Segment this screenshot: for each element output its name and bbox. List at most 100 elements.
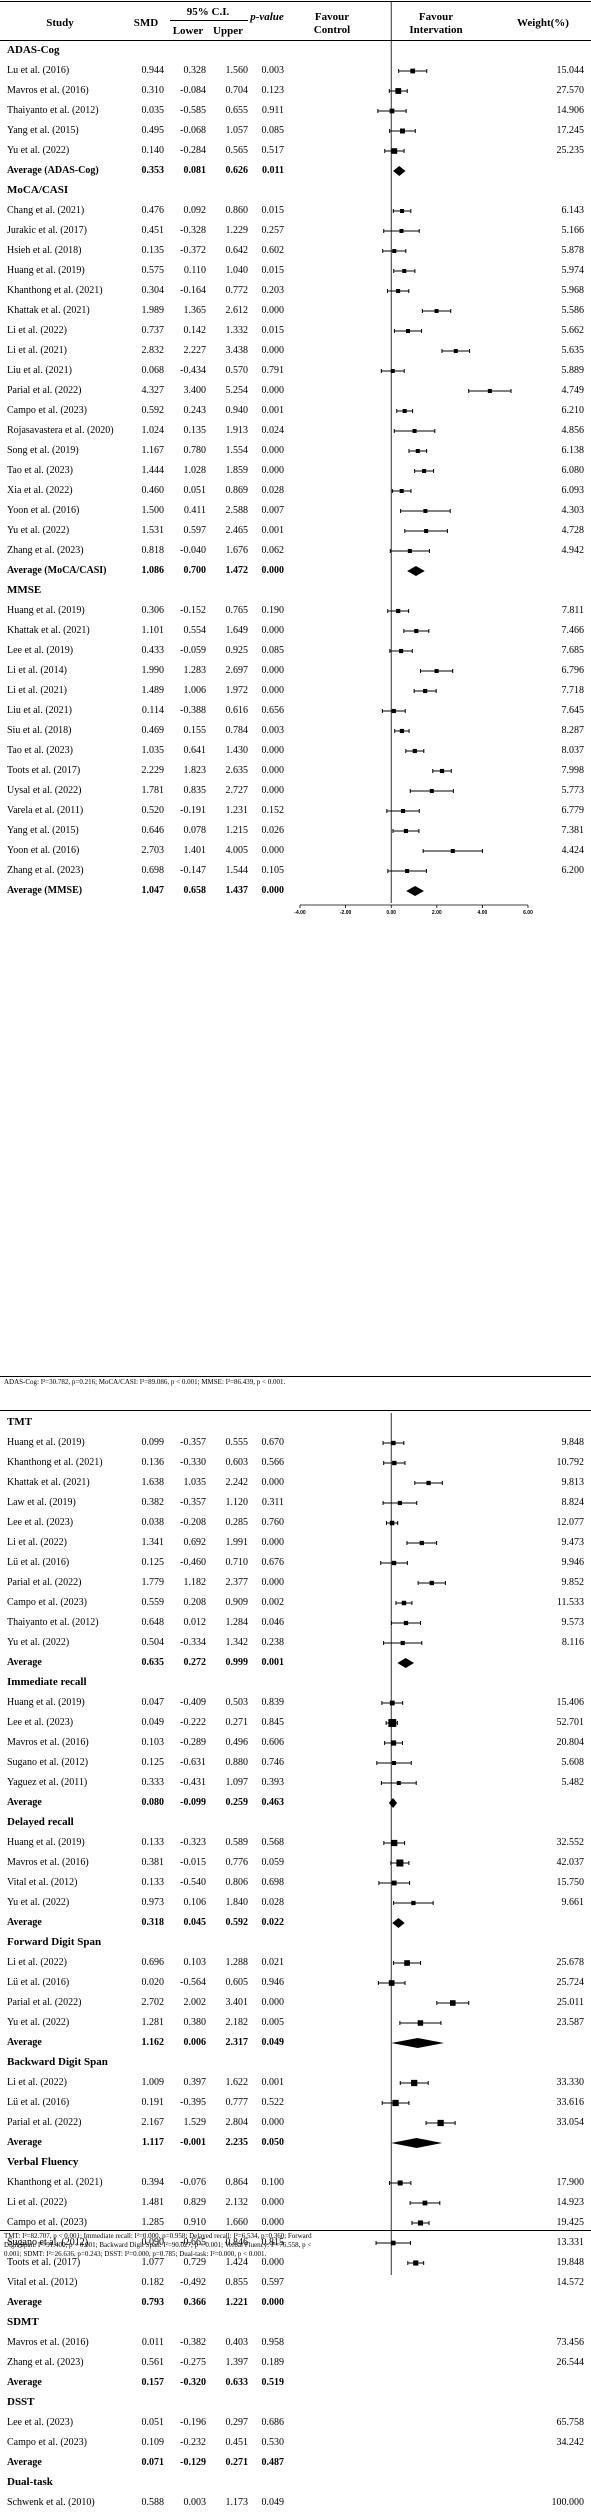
study-name: Yang et al. (2015) [7,125,79,136]
table-row: Khattak et al. (2021) 1.101 0.554 1.649 0.00… [0,621,591,641]
ci-upper-value: 0.784 [225,725,249,736]
effect-marker [396,1859,404,1867]
smd-value: 0.047 [141,1697,165,1708]
ci-upper-value: 0.925 [225,645,249,656]
table-row: Parial et al. (2022) 2.167 1.529 2.804 0.000… [0,2113,591,2133]
p-value: 0.530 [261,2437,285,2448]
p-value: 0.001 [261,405,285,416]
p-value: 0.698 [261,1877,285,1888]
effect-marker [399,488,404,494]
smd-value: 0.051 [141,2417,165,2428]
smd-value: 0.698 [141,865,165,876]
ci-upper-value: 0.909 [225,1597,249,1608]
p-value: 0.000 [261,385,285,396]
weight-value: 5.662 [561,325,585,336]
p-value: 0.000 [261,1537,285,1548]
section-header: MoCA/CASI [0,181,591,201]
weight-value: 19.848 [556,2257,585,2268]
effect-marker [423,688,428,694]
table-row: Varela et al. (2011) 0.520 -0.191 1.231 0.15… [0,801,591,821]
effect-marker [391,1839,398,1847]
ci-lower-value: -0.388 [180,705,206,716]
weight-value: 7.811 [561,605,584,616]
ci-lower-value: -0.289 [180,1737,206,1748]
section-header: Immediate recall [0,1673,591,1693]
ci-upper-value: 2.182 [225,2017,249,2028]
effect-marker [400,1640,405,1646]
ci-upper-value: 0.869 [225,485,249,496]
smd-value: 0.133 [141,1837,165,1848]
weight-value: 52.701 [556,1717,585,1728]
study-name: Yoon et al. (2016) [7,845,80,856]
ci-upper-value: 1.649 [225,625,249,636]
smd-value: 0.495 [141,125,165,136]
p-value: 0.049 [261,2037,285,2048]
ci-upper-value: 0.616 [225,705,249,716]
table-row: Yu et al. (2022) 1.281 0.380 2.182 0.005 23.5… [0,2013,591,2033]
study-name: Parial et al. (2022) [7,1997,82,2008]
effect-marker [450,849,455,853]
smd-value: 0.592 [141,405,165,416]
p-value: 0.656 [261,705,285,716]
ci-upper-value: 0.633 [225,2377,249,2388]
effect-marker [392,2099,399,2107]
weight-value: 7.718 [561,685,585,696]
effect-marker [399,648,404,654]
ci-upper-value: 1.342 [225,1637,249,1648]
weight-value: 13.331 [556,2237,585,2248]
p-value: 0.007 [261,505,285,516]
table-row: Lee et al. (2023) 0.051 -0.196 0.297 0.686 65… [0,2413,591,2433]
p-value: 0.000 [261,2297,285,2308]
ci-lower-value: -0.222 [180,1717,206,1728]
study-name: Lee et al. (2023) [7,1517,74,1528]
ci-upper-value: 2.377 [225,1577,249,1588]
effect-marker [392,249,397,253]
p-value: 0.746 [261,1757,285,1768]
weight-value: 9.573 [561,1617,585,1628]
table-row: Siu et al. (2018) 0.469 0.155 0.784 0.003 8.2… [0,721,591,741]
ci-lower-value: 0.103 [183,1957,207,1968]
effect-marker [414,628,419,634]
effect-marker [417,2220,424,2226]
smd-value: 1.077 [141,2257,165,2268]
effect-marker [396,608,401,614]
effect-marker [401,1600,407,1606]
weight-value: 7.685 [561,645,585,656]
smd-value: 0.973 [141,1897,165,1908]
section-header: Verbal Fluency [0,2153,591,2173]
study-name: Rojasavastera et al. (2020) [7,425,114,436]
smd-value: 0.476 [141,205,165,216]
smd-value: 1.035 [141,745,165,756]
table-row: Lee et al. (2023) 0.049 -0.222 0.271 0.845 52… [0,1713,591,1733]
section-label: DSST [7,2396,35,2408]
study-name: Zhang et al. (2023) [7,2357,84,2368]
study-name: Khanthong et al. (2021) [7,2177,103,2188]
study-name: Vital et al. (2012) [7,2277,78,2288]
weight-value: 7.645 [561,705,585,716]
weight-value: 33.330 [556,2077,585,2088]
ci-lower-value: -0.540 [180,1877,206,1888]
section-label: MMSE [7,584,42,596]
ci-upper-value: 1.332 [225,325,249,336]
weight-value: 33.616 [556,2097,585,2108]
ci-upper-value: 2.697 [225,665,249,676]
p-value: 0.001 [261,2077,285,2088]
ci-lower-value: -0.585 [180,105,206,116]
study-name: Zhang et al. (2023) [7,545,84,556]
header-weight: Weight(%) [517,17,569,29]
study-name: Huang et al. (2019) [7,1437,85,1448]
effect-marker [390,2240,396,2246]
smd-value: 0.090 [141,2237,165,2248]
table-row: Huang et al. (2019) 0.133 -0.323 0.589 0.568… [0,1833,591,1853]
weight-value: 6.093 [561,485,585,496]
section-header: Backward Digit Span [0,2053,591,2073]
table-row: Li et al. (2014) 1.990 1.283 2.697 0.000 6.79… [0,661,591,681]
weight-value: 5.586 [561,305,585,316]
p-value: 0.022 [261,1917,285,1928]
table-row: Huang et al. (2019) 0.575 0.110 1.040 0.015 5… [0,261,591,281]
smd-value: 0.011 [141,2337,164,2348]
study-name: Xia et al. (2022) [7,485,73,496]
effect-marker [439,768,445,774]
effect-marker [397,2180,403,2186]
ci-upper-value: 0.855 [225,2277,249,2288]
